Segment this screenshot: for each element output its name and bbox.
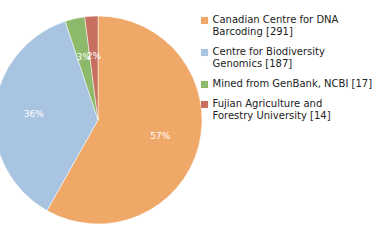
svg-text:57%: 57% <box>150 131 170 141</box>
svg-text:2%: 2% <box>87 51 102 61</box>
svg-text:Mined from GenBank, NCBI [17]: Mined from GenBank, NCBI [17] <box>213 78 373 89</box>
svg-text:36%: 36% <box>24 109 44 119</box>
svg-text:Fujian Agriculture andForestry: Fujian Agriculture andForestry Universit… <box>213 98 331 121</box>
svg-text:Centre for BiodiversityGenomic: Centre for BiodiversityGenomics [187] <box>213 46 326 69</box>
svg-text:Canadian Centre for DNABarcodi: Canadian Centre for DNABarcoding [291] <box>213 14 339 37</box>
svg-text:3%: 3% <box>76 52 91 63</box>
